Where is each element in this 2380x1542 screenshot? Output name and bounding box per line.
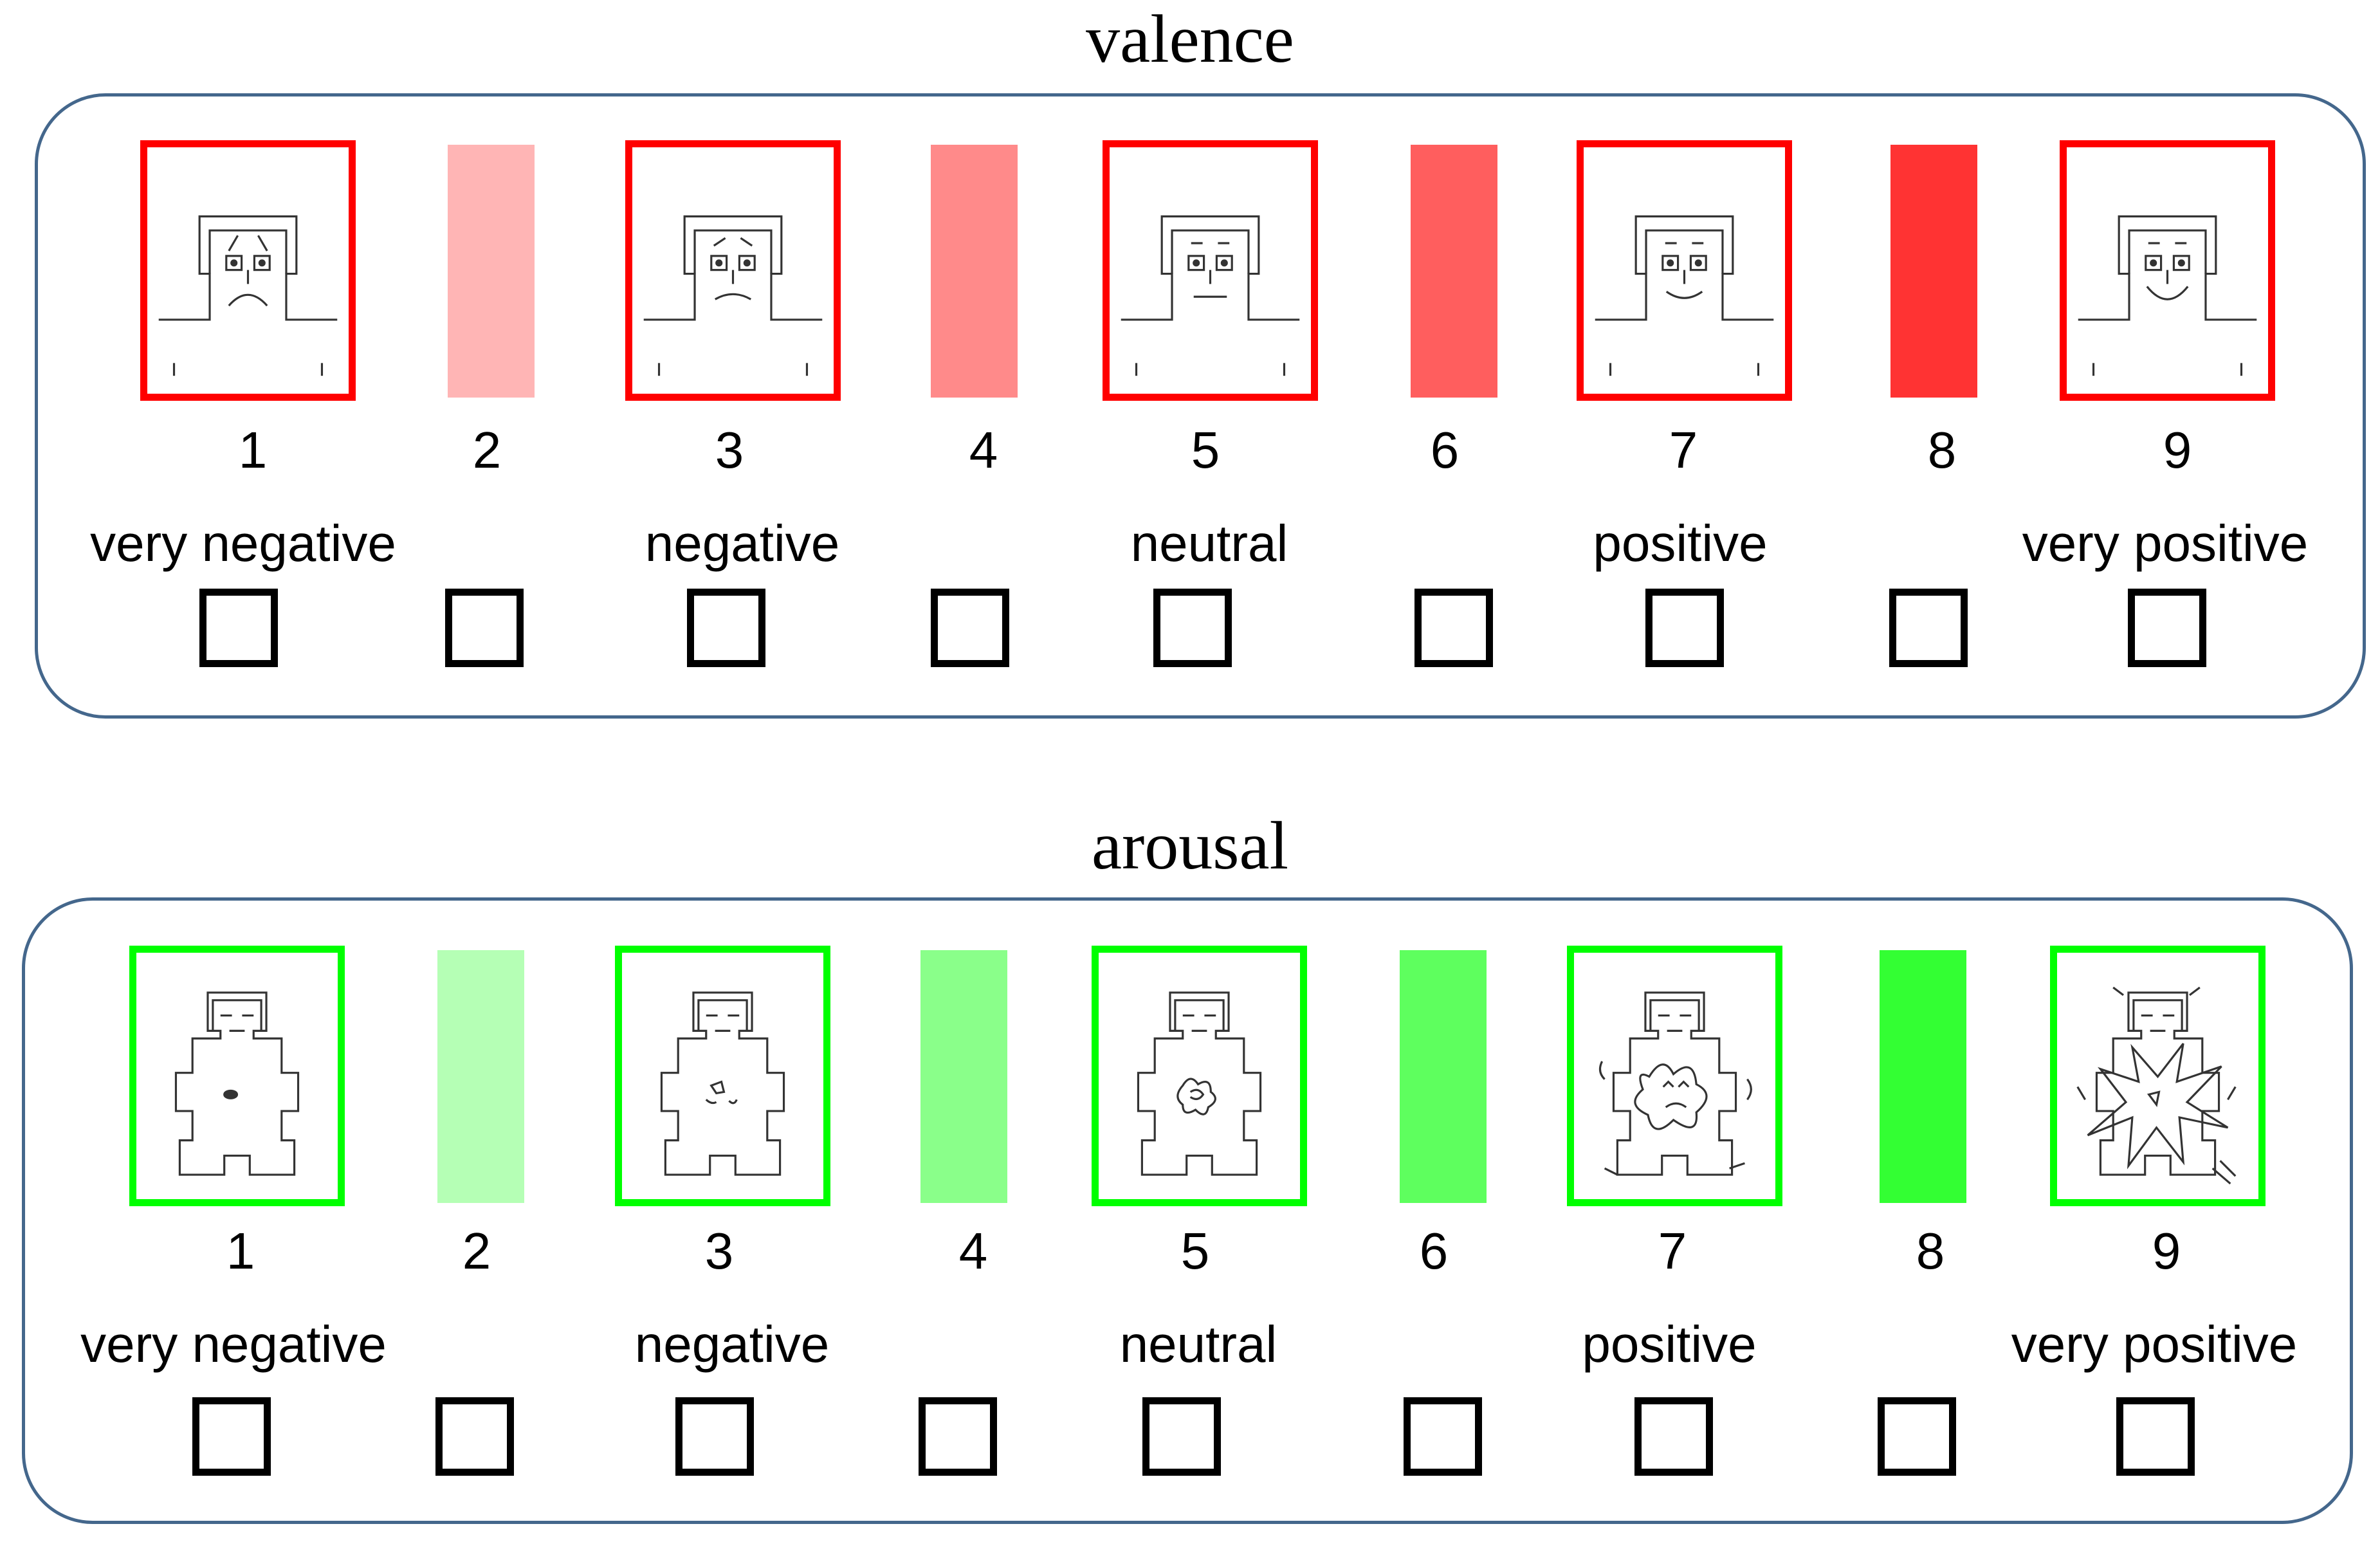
valence-intensity-bar-4 — [931, 145, 1018, 398]
arousal-figure-5 — [1092, 946, 1307, 1206]
sam-valence-happy-icon — [1589, 172, 1780, 389]
arousal-checkbox-1[interactable] — [192, 1397, 271, 1476]
sam-valence-neutral-icon — [1115, 172, 1306, 389]
arousal-checkbox-5[interactable] — [1142, 1397, 1221, 1476]
valence-checkbox-8[interactable] — [1889, 589, 1968, 667]
arousal-scale-label: very positive — [2011, 1316, 2298, 1373]
arousal-intensity-bar-8 — [1880, 950, 1966, 1203]
valence-checkbox-3[interactable] — [687, 589, 765, 667]
sam-valence-very-happy-icon — [2072, 172, 2263, 389]
valence-checkbox-2[interactable] — [445, 589, 524, 667]
arousal-title: arousal — [1091, 808, 1289, 883]
arousal-figure-9 — [2050, 946, 2266, 1206]
valence-scale-number: 4 — [969, 421, 998, 479]
valence-scale-label: neutral — [1130, 515, 1288, 572]
sam-arousal-very-high-icon — [2062, 977, 2253, 1194]
valence-figure-3 — [625, 140, 841, 401]
valence-scale-label: negative — [645, 515, 840, 572]
arousal-checkbox-6[interactable] — [1404, 1397, 1482, 1476]
sam-arousal-low-icon — [627, 977, 818, 1194]
arousal-scale-number: 5 — [1180, 1222, 1210, 1280]
valence-checkbox-9[interactable] — [2128, 589, 2206, 667]
arousal-checkbox-4[interactable] — [919, 1397, 997, 1476]
arousal-intensity-bar-2 — [437, 950, 524, 1203]
arousal-panel — [22, 897, 2353, 1524]
valence-checkbox-1[interactable] — [199, 589, 278, 667]
valence-scale-number: 7 — [1669, 421, 1698, 479]
valence-scale-label: very negative — [90, 515, 396, 572]
valence-intensity-bar-8 — [1890, 145, 1977, 398]
valence-scale-number: 5 — [1191, 421, 1220, 479]
valence-scale-label: very positive — [2022, 515, 2309, 572]
arousal-checkbox-8[interactable] — [1878, 1397, 1956, 1476]
valence-scale-number: 3 — [715, 421, 744, 479]
arousal-scale-number: 1 — [226, 1222, 255, 1280]
valence-figure-7 — [1577, 140, 1792, 401]
arousal-figure-1 — [129, 946, 345, 1206]
arousal-checkbox-9[interactable] — [2116, 1397, 2195, 1476]
valence-scale-label: positive — [1593, 515, 1768, 572]
valence-scale-number: 6 — [1430, 421, 1460, 479]
valence-checkbox-7[interactable] — [1645, 589, 1724, 667]
valence-panel — [35, 93, 2366, 719]
sam-arousal-medium-icon — [1104, 977, 1295, 1194]
arousal-scale-number: 7 — [1658, 1222, 1687, 1280]
arousal-scale-number: 8 — [1916, 1222, 1945, 1280]
arousal-scale-number: 4 — [958, 1222, 988, 1280]
valence-scale-number: 2 — [472, 421, 502, 479]
arousal-figure-7 — [1567, 946, 1782, 1206]
valence-checkbox-5[interactable] — [1153, 589, 1232, 667]
arousal-scale-label: neutral — [1119, 1316, 1277, 1373]
sam-valence-unhappy-icon — [637, 172, 828, 389]
sam-arousal-high-icon — [1579, 977, 1770, 1194]
valence-figure-1 — [140, 140, 356, 401]
arousal-scale-number: 3 — [704, 1222, 734, 1280]
valence-intensity-bar-2 — [448, 145, 535, 398]
valence-figure-5 — [1103, 140, 1318, 401]
arousal-intensity-bar-6 — [1400, 950, 1487, 1203]
arousal-scale-number: 9 — [2152, 1222, 2181, 1280]
arousal-scale-number: 6 — [1419, 1222, 1449, 1280]
arousal-scale-label: negative — [634, 1316, 830, 1373]
arousal-scale-label: very negative — [80, 1316, 387, 1373]
valence-intensity-bar-6 — [1411, 145, 1497, 398]
sam-valence-very-unhappy-icon — [152, 172, 343, 389]
arousal-checkbox-3[interactable] — [675, 1397, 754, 1476]
arousal-checkbox-7[interactable] — [1634, 1397, 1713, 1476]
arousal-checkbox-2[interactable] — [435, 1397, 514, 1476]
valence-figure-9 — [2060, 140, 2275, 401]
valence-scale-number: 9 — [2163, 421, 2192, 479]
valence-checkbox-4[interactable] — [931, 589, 1009, 667]
arousal-figure-3 — [615, 946, 830, 1206]
valence-title: valence — [1086, 1, 1294, 77]
arousal-scale-number: 2 — [462, 1222, 491, 1280]
arousal-intensity-bar-4 — [920, 950, 1007, 1203]
sam-arousal-calm-icon — [142, 977, 333, 1194]
valence-checkbox-6[interactable] — [1414, 589, 1493, 667]
valence-scale-number: 1 — [238, 421, 268, 479]
arousal-scale-label: positive — [1582, 1316, 1757, 1373]
valence-scale-number: 8 — [1927, 421, 1957, 479]
